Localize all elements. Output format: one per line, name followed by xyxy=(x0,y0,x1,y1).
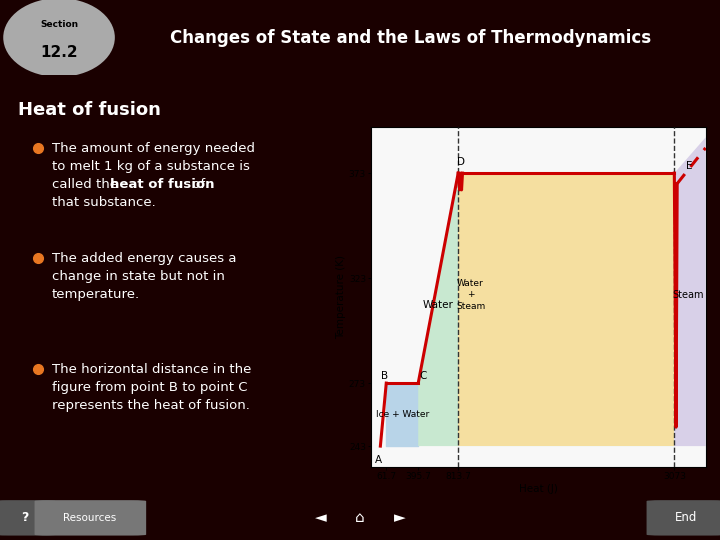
Text: D: D xyxy=(457,157,465,167)
Polygon shape xyxy=(418,173,675,446)
Text: Ice + Water: Ice + Water xyxy=(376,410,429,419)
Text: The horizontal distance in the: The horizontal distance in the xyxy=(52,362,251,375)
Text: ◄: ◄ xyxy=(315,510,326,525)
FancyBboxPatch shape xyxy=(35,500,146,536)
Text: ⌂: ⌂ xyxy=(355,510,365,525)
Text: E: E xyxy=(686,161,693,171)
Text: Water
+
Steam: Water + Steam xyxy=(456,279,485,310)
Text: Steam: Steam xyxy=(672,290,704,300)
Text: Section: Section xyxy=(40,19,78,29)
Text: of: of xyxy=(188,178,205,191)
Text: Heat of fusion: Heat of fusion xyxy=(18,101,161,119)
Text: represents the heat of fusion.: represents the heat of fusion. xyxy=(52,399,250,411)
Ellipse shape xyxy=(4,0,115,77)
Text: Water: Water xyxy=(423,300,453,310)
Text: Resources: Resources xyxy=(63,513,117,523)
Text: heat of fusion: heat of fusion xyxy=(110,178,215,191)
Text: Changes of State and the Laws of Thermodynamics: Changes of State and the Laws of Thermod… xyxy=(170,29,651,46)
Text: to melt 1 kg of a substance is: to melt 1 kg of a substance is xyxy=(52,160,250,173)
Text: ►: ► xyxy=(394,510,405,525)
Text: A: A xyxy=(374,455,382,465)
Text: change in state but not in: change in state but not in xyxy=(52,271,225,284)
Text: called the: called the xyxy=(52,178,122,191)
Polygon shape xyxy=(675,137,706,446)
Text: temperature.: temperature. xyxy=(52,288,140,301)
Text: that substance.: that substance. xyxy=(52,196,156,210)
FancyBboxPatch shape xyxy=(0,500,55,536)
X-axis label: Heat (J): Heat (J) xyxy=(519,484,557,494)
FancyBboxPatch shape xyxy=(647,500,720,536)
Polygon shape xyxy=(458,173,675,446)
Text: C: C xyxy=(419,371,426,381)
Text: The amount of energy needed: The amount of energy needed xyxy=(52,142,255,155)
Text: B: B xyxy=(381,371,388,381)
Text: ?: ? xyxy=(21,511,28,524)
Y-axis label: Temperature (K): Temperature (K) xyxy=(336,255,346,339)
Text: The added energy causes a: The added energy causes a xyxy=(52,252,236,265)
Text: 12.2: 12.2 xyxy=(40,45,78,60)
Text: figure from point B to point C: figure from point B to point C xyxy=(52,381,248,394)
Text: End: End xyxy=(675,511,698,524)
